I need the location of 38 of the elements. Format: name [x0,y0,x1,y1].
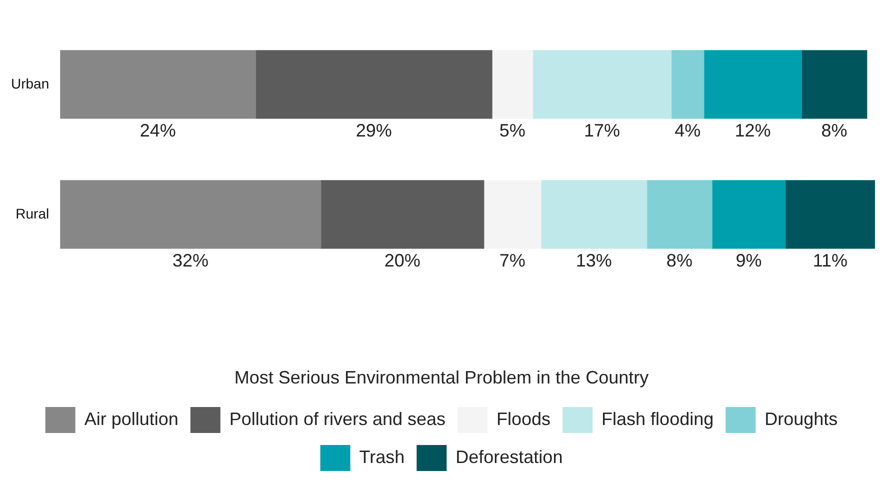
bar [785,180,875,249]
data-label: 4% [674,120,701,140]
data-label: 8% [821,120,848,140]
bar [801,50,868,119]
data-label: 7% [499,250,526,270]
bar [60,180,322,249]
data-label: 17% [584,120,620,140]
data-label: 13% [576,250,612,270]
legend-label: Floods [496,408,551,429]
legend-label: Deforestation [456,446,563,467]
bar [532,50,672,119]
data-label: 32% [172,250,209,270]
legend-title: Most Serious Environmental Problem in the Country [234,367,649,388]
bar [320,180,484,249]
bar [492,50,534,119]
y-tick-label: Rural [16,205,50,222]
data-label: 11% [812,250,848,270]
legend-label: Flash flooding [602,408,714,429]
bar [646,180,712,249]
bar [255,50,492,119]
data-label: 29% [356,120,392,140]
legend-label: Trash [359,446,405,467]
data-label: 8% [666,250,692,270]
data-label: 9% [736,250,762,270]
legend-label: Pollution of rivers and seas [229,408,446,429]
bar [540,180,648,249]
bar [484,180,542,249]
data-label: 12% [734,120,771,140]
data-label: 24% [140,120,176,140]
bar [704,50,802,119]
bar [670,50,704,119]
data-label: 5% [499,120,526,140]
bar [60,50,256,119]
legend-label: Droughts [764,408,838,429]
legend-label: Air pollution [84,408,178,429]
data-label: 20% [384,250,420,270]
bar [712,180,786,249]
y-tick-label: Urban [10,75,50,92]
